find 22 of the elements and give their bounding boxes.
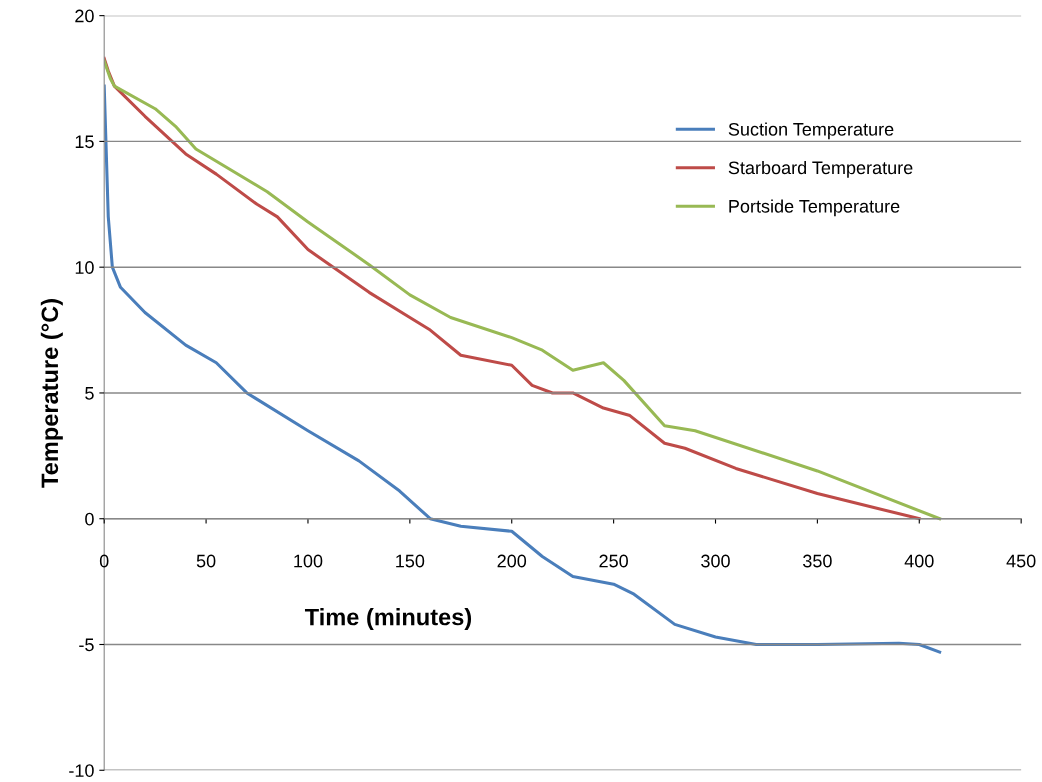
legend-label: Starboard Temperature: [728, 160, 913, 178]
y-tick-label: 10: [75, 261, 94, 274]
y-tick-label: -5: [79, 638, 94, 652]
y-tick-label: 0: [85, 512, 94, 526]
x-tick-label: 350: [803, 554, 832, 568]
x-tick-label: 0: [99, 554, 109, 568]
x-axis-title: Time (minutes): [304, 608, 472, 631]
x-tick-label: 50: [196, 554, 216, 568]
x-tick-label: 300: [701, 554, 730, 568]
x-tick-label: 200: [497, 554, 527, 568]
y-tick-label: -10: [69, 764, 94, 777]
x-tick-label: 150: [396, 554, 425, 568]
y-tick-label: 20: [75, 9, 94, 23]
x-tick-label: 450: [1006, 554, 1036, 568]
y-tick-label: 5: [85, 387, 94, 400]
x-tick-label: 400: [904, 554, 934, 568]
legend-label: Portside Temperature: [729, 199, 900, 217]
legend-label: Suction Temperature: [728, 122, 894, 140]
x-tick-label: 100: [294, 554, 323, 568]
y-axis-title: Temperature (°C): [40, 299, 63, 488]
x-tick-label: 250: [599, 554, 628, 568]
y-tick-label: 15: [75, 135, 94, 149]
